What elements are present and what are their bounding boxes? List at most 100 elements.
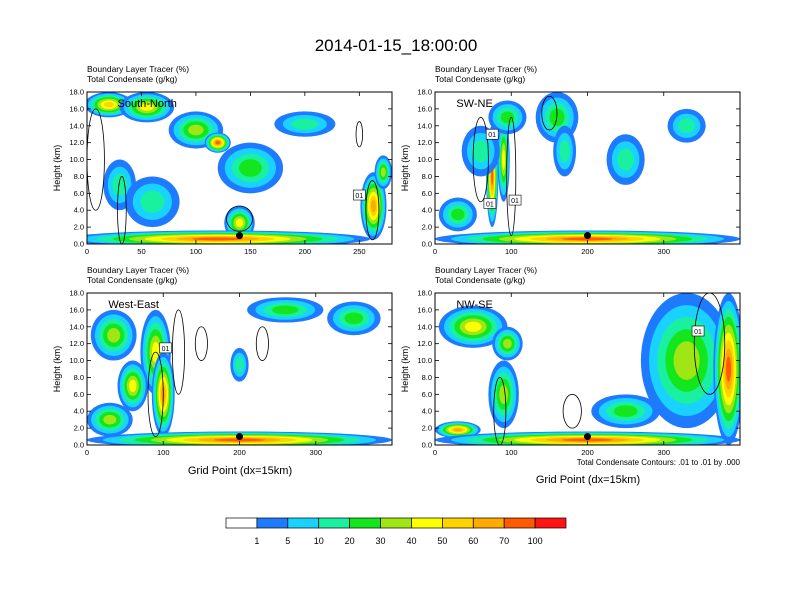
x-tick-label: 250 bbox=[353, 247, 366, 256]
tracer-blob bbox=[451, 208, 465, 221]
plot-area: 01 bbox=[435, 293, 740, 445]
tracer-blob bbox=[103, 414, 117, 425]
y-axis-label: Height (km) bbox=[52, 346, 62, 393]
y-tick-label: 18.0 bbox=[69, 289, 84, 298]
tracer-blob bbox=[673, 341, 700, 380]
colorbar-swatch bbox=[225, 517, 258, 529]
contour-label: 01 bbox=[483, 198, 497, 209]
plot-area: 01 bbox=[87, 293, 392, 445]
plot-frame bbox=[86, 91, 393, 245]
colorbar-label: 10 bbox=[314, 536, 324, 546]
y-tick-label: 14.0 bbox=[69, 322, 84, 331]
x-axis-label-left: Grid Point (dx=15km) bbox=[188, 465, 292, 477]
tracer-blob bbox=[617, 148, 635, 171]
svg-text:01: 01 bbox=[162, 346, 170, 353]
tracer-blob bbox=[107, 327, 121, 343]
y-tick-label: 2.0 bbox=[74, 424, 84, 433]
y-tick-label: 8.0 bbox=[74, 373, 84, 382]
x-tick-label: 0 bbox=[433, 247, 437, 256]
colorbar-swatch bbox=[287, 517, 320, 529]
tracer-blob bbox=[726, 356, 732, 382]
tracer-blob bbox=[503, 338, 512, 349]
condensate-contour bbox=[117, 176, 127, 244]
x-tick-label: 200 bbox=[233, 448, 246, 457]
tracer-blob bbox=[235, 218, 244, 227]
panel-label: South-North bbox=[118, 98, 177, 110]
y-tick-label: 12.0 bbox=[417, 339, 432, 348]
tracer-blob bbox=[215, 140, 220, 145]
x-tick-label: 300 bbox=[657, 247, 670, 256]
y-axis-label: Height (km) bbox=[52, 145, 62, 192]
y-tick-label: 12.0 bbox=[69, 138, 84, 147]
x-tick-label: 100 bbox=[157, 448, 170, 457]
colorbar-label: 100 bbox=[528, 536, 543, 546]
plot-area: 01 01 01 bbox=[435, 92, 740, 244]
x-tick-label: 100 bbox=[505, 247, 518, 256]
panel-west-east: Boundary Layer Tracer (%)Total Condensat… bbox=[52, 265, 393, 457]
condensate-contour bbox=[194, 326, 208, 361]
colorbar-label: 40 bbox=[406, 536, 416, 546]
plot-area: 01 bbox=[87, 92, 392, 244]
y-tick-label: 2.0 bbox=[422, 223, 432, 232]
tracer-blob bbox=[129, 379, 137, 393]
y-tick-label: 8.0 bbox=[422, 172, 432, 181]
x-tick-label: 0 bbox=[85, 448, 89, 457]
y-tick-label: 0.0 bbox=[422, 240, 432, 249]
tracer-blob bbox=[500, 111, 515, 124]
y-tick-label: 6.0 bbox=[74, 390, 84, 399]
colorbar-label: 20 bbox=[345, 536, 355, 546]
y-tick-label: 18.0 bbox=[69, 88, 84, 97]
y-axis-label: Height (km) bbox=[400, 346, 410, 393]
y-tick-label: 12.0 bbox=[69, 339, 84, 348]
tracer-blob bbox=[491, 168, 494, 185]
contour-label: 01 bbox=[508, 194, 522, 206]
y-tick-label: 18.0 bbox=[417, 88, 432, 97]
condensate-contour bbox=[541, 95, 558, 131]
y-tick-label: 4.0 bbox=[422, 407, 432, 416]
condensate-contour bbox=[472, 116, 489, 203]
svg-text:01: 01 bbox=[355, 193, 363, 200]
tracer-blob bbox=[103, 102, 114, 108]
y-tick-label: 2.0 bbox=[74, 223, 84, 232]
colorbar-label: 50 bbox=[437, 536, 447, 546]
colorbar-swatch bbox=[349, 517, 381, 529]
x-tick-label: 200 bbox=[581, 448, 594, 457]
colorbar-label: 70 bbox=[499, 536, 509, 546]
colorbar-label: 60 bbox=[468, 536, 478, 546]
panel-subtitle-line2: Total Condensate (g/kg) bbox=[87, 275, 177, 285]
condensate-contour bbox=[562, 393, 582, 429]
panel-subtitle-line1: Boundary Layer Tracer (%) bbox=[87, 64, 189, 74]
y-tick-label: 8.0 bbox=[74, 172, 84, 181]
tracer-blob bbox=[678, 118, 696, 134]
panel-subtitle-line2: Total Condensate (g/kg) bbox=[435, 74, 525, 84]
panel-south-north: Boundary Layer Tracer (%)Total Condensat… bbox=[52, 64, 393, 256]
tracer-blob bbox=[192, 237, 244, 241]
location-marker bbox=[584, 232, 591, 240]
panel-label: SW-NE bbox=[456, 98, 492, 110]
x-tick-label: 0 bbox=[85, 247, 89, 256]
x-tick-label: 100 bbox=[190, 247, 203, 256]
condensate-contour bbox=[506, 116, 517, 236]
x-tick-label: 0 bbox=[433, 448, 437, 457]
colorbar-swatch bbox=[380, 517, 412, 529]
x-tick-label: 200 bbox=[581, 247, 594, 256]
y-tick-label: 6.0 bbox=[422, 189, 432, 198]
svg-text:01: 01 bbox=[486, 201, 494, 208]
tracer-blob bbox=[453, 428, 463, 432]
svg-text:01: 01 bbox=[488, 132, 496, 139]
y-tick-label: 18.0 bbox=[417, 289, 432, 298]
y-tick-label: 4.0 bbox=[422, 206, 432, 215]
tracer-blob bbox=[613, 405, 638, 418]
y-tick-label: 16.0 bbox=[417, 305, 432, 314]
y-tick-label: 10.0 bbox=[69, 155, 84, 164]
condensate-contour bbox=[255, 326, 269, 361]
tracer-blob bbox=[344, 312, 364, 325]
y-tick-label: 14.0 bbox=[69, 121, 84, 130]
colorbar-swatch bbox=[442, 517, 474, 529]
panel-subtitle-line1: Boundary Layer Tracer (%) bbox=[87, 265, 189, 275]
tracer-blob bbox=[502, 149, 506, 170]
panel-label: NW-SE bbox=[456, 299, 492, 311]
tracer-blob bbox=[140, 190, 165, 214]
y-tick-label: 4.0 bbox=[74, 206, 84, 215]
x-axis-label-right: Grid Point (dx=15km) bbox=[536, 474, 640, 486]
